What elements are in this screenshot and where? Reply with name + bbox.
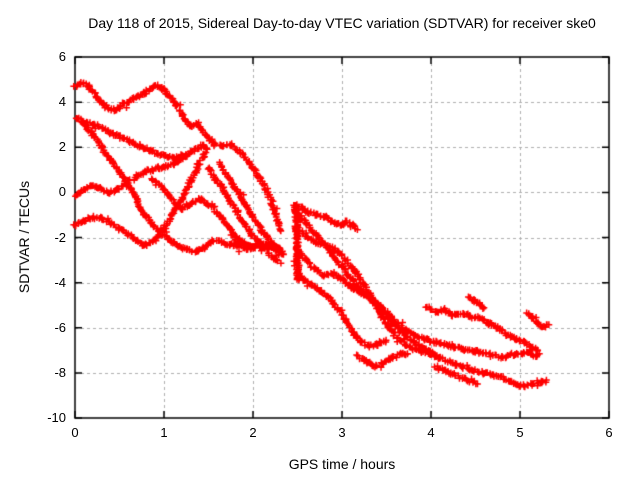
x-tick-label: 5 — [516, 425, 524, 440]
x-tick-label: 4 — [427, 425, 435, 440]
y-tick-label: -4 — [54, 274, 66, 290]
y-tick-label: -6 — [54, 319, 66, 335]
y-tick-label: 0 — [58, 184, 66, 200]
y-tick-label: 2 — [58, 139, 66, 155]
x-axis-label: GPS time / hours — [288, 456, 396, 472]
x-tick-label: 0 — [71, 425, 79, 440]
x-tick-label: 1 — [160, 425, 168, 440]
y-tick-label: 6 — [58, 49, 66, 64]
y-tick-label: -10 — [47, 410, 66, 425]
x-tick-label: 2 — [249, 425, 257, 440]
y-tick-label: 4 — [58, 94, 66, 110]
x-tick-label: 3 — [338, 425, 346, 440]
y-tick-label: -2 — [54, 229, 66, 245]
y-tick-label: -8 — [54, 364, 66, 380]
x-tick-label: 6 — [605, 425, 613, 440]
chart-title: Day 118 of 2015, Sidereal Day-to-day VTE… — [88, 15, 596, 31]
